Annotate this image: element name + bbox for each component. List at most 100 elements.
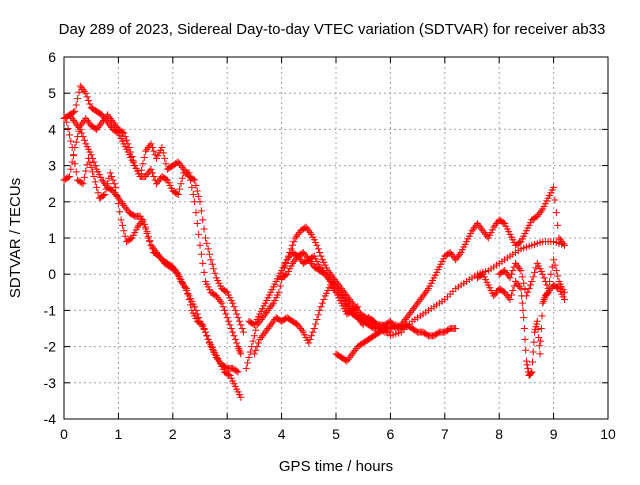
y-tick-label: 0 xyxy=(48,266,56,282)
data-point-marker xyxy=(233,339,241,347)
data-point-marker xyxy=(109,176,117,184)
y-tick-label: 1 xyxy=(48,230,56,246)
data-point-marker xyxy=(154,178,162,186)
y-tick-label: 4 xyxy=(48,121,56,137)
data-point-marker xyxy=(114,194,122,202)
data-point-marker xyxy=(110,180,118,188)
data-point-marker xyxy=(65,131,73,139)
data-point-marker xyxy=(314,311,322,319)
data-point-marker xyxy=(327,277,335,285)
data-point-marker xyxy=(67,113,75,121)
data-point-marker xyxy=(99,191,107,199)
data-point-marker xyxy=(456,250,464,258)
data-point-marker xyxy=(346,296,354,304)
data-point-marker xyxy=(543,281,551,289)
data-point-marker xyxy=(408,306,416,314)
data-point-marker xyxy=(291,234,299,242)
data-point-marker xyxy=(416,296,424,304)
y-tick-label: 5 xyxy=(48,85,56,101)
data-point-marker xyxy=(120,201,128,209)
data-point-marker xyxy=(203,332,211,340)
data-point-marker xyxy=(539,270,547,278)
x-tick-label: 1 xyxy=(115,426,123,442)
x-tick-label: 10 xyxy=(600,426,616,442)
data-point-marker xyxy=(551,261,559,269)
data-point-marker xyxy=(234,343,242,351)
data-point-marker xyxy=(136,172,144,180)
data-point-marker xyxy=(218,299,226,307)
data-point-marker xyxy=(370,317,378,325)
data-point-marker xyxy=(554,284,562,292)
series-track-11 xyxy=(386,238,568,340)
data-point-marker xyxy=(87,163,95,171)
data-point-marker xyxy=(261,328,269,336)
data-point-marker xyxy=(524,288,532,296)
data-point-marker xyxy=(90,158,98,166)
data-point-marker xyxy=(68,144,76,151)
data-point-marker xyxy=(188,183,196,191)
data-point-marker xyxy=(226,321,234,329)
data-point-marker xyxy=(78,179,86,187)
data-point-marker xyxy=(535,342,543,350)
series-track-7 xyxy=(250,281,362,358)
data-point-marker xyxy=(533,317,541,325)
data-point-marker xyxy=(526,281,534,289)
data-point-marker xyxy=(286,252,294,260)
data-point-marker xyxy=(140,153,148,161)
data-point-marker xyxy=(407,308,415,316)
data-point-marker xyxy=(259,314,267,322)
data-point-marker xyxy=(535,334,543,342)
data-point-marker xyxy=(161,154,169,162)
data-point-marker xyxy=(354,303,362,311)
data-point-marker xyxy=(215,296,223,304)
data-point-marker xyxy=(181,167,189,175)
data-point-marker xyxy=(250,332,258,340)
data-point-marker xyxy=(516,265,524,273)
data-point-marker xyxy=(260,330,268,338)
data-point-marker xyxy=(528,368,536,376)
data-point-marker xyxy=(414,299,422,307)
y-tick-label: -4 xyxy=(44,411,57,427)
y-tick-label: -1 xyxy=(44,302,57,318)
data-point-marker xyxy=(539,299,547,307)
data-point-marker xyxy=(560,241,568,249)
data-point-marker xyxy=(233,310,241,318)
data-point-marker xyxy=(560,288,568,296)
data-point-marker xyxy=(212,353,220,361)
data-point-marker xyxy=(288,259,296,267)
data-point-marker xyxy=(79,86,87,94)
data-point-marker xyxy=(240,328,248,336)
data-point-marker xyxy=(72,138,80,146)
data-point-marker xyxy=(412,301,420,309)
data-point-marker xyxy=(106,122,114,130)
data-point-marker xyxy=(537,337,545,345)
data-point-marker xyxy=(448,250,456,258)
data-point-marker xyxy=(316,248,324,256)
data-point-marker xyxy=(538,312,546,320)
data-point-marker xyxy=(419,292,427,300)
data-point-marker xyxy=(529,348,537,356)
data-point-marker xyxy=(98,111,106,119)
data-point-marker xyxy=(245,353,253,361)
data-point-marker xyxy=(512,259,520,267)
x-tick-label: 7 xyxy=(441,426,449,442)
data-point-marker xyxy=(468,227,476,235)
data-point-marker xyxy=(306,258,314,266)
data-point-marker xyxy=(423,286,431,294)
data-point-marker xyxy=(80,173,88,181)
data-point-marker xyxy=(332,285,340,293)
data-point-marker xyxy=(522,357,530,365)
data-point-marker xyxy=(478,225,486,233)
data-point-marker xyxy=(550,183,558,191)
data-point-marker xyxy=(207,256,215,264)
data-point-marker xyxy=(93,183,101,191)
data-point-marker xyxy=(78,129,86,137)
data-point-marker xyxy=(335,288,343,296)
data-point-marker xyxy=(539,297,547,305)
data-point-marker xyxy=(150,147,158,155)
data-point-marker xyxy=(118,221,126,229)
data-point-marker xyxy=(347,352,355,360)
data-point-marker xyxy=(95,122,103,130)
data-point-marker xyxy=(306,335,314,343)
